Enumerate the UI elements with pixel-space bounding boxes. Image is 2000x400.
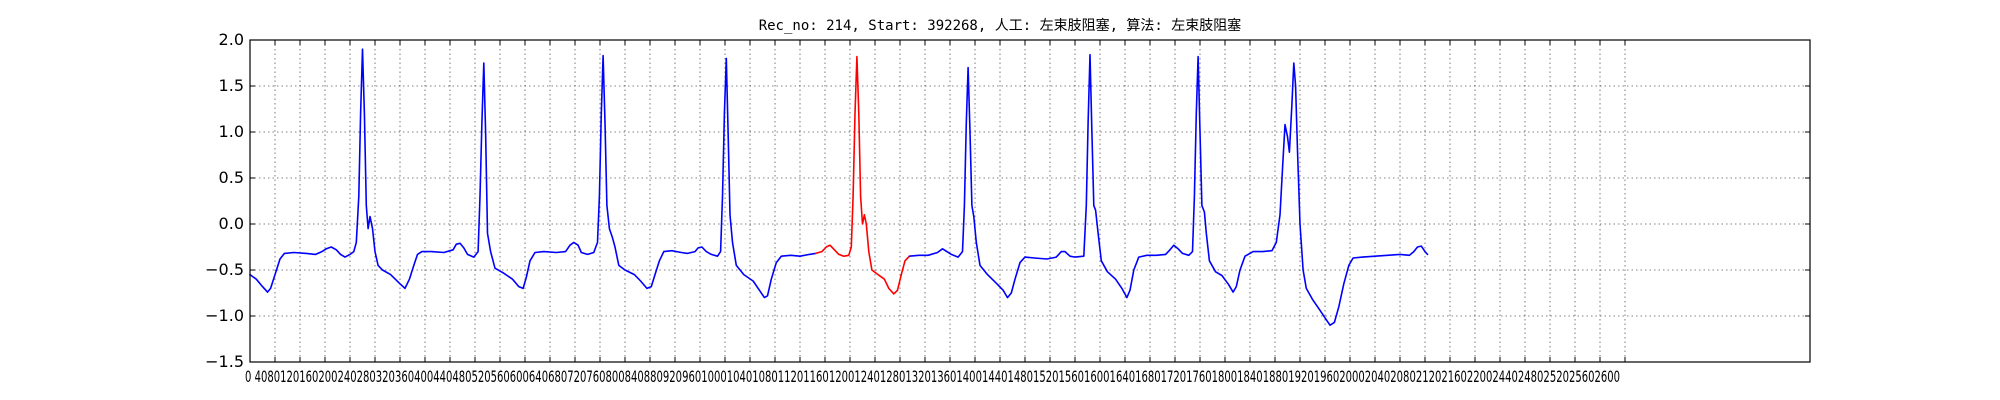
plot-frame: [249, 39, 1811, 363]
y-tick-label: 0.0: [219, 214, 244, 233]
y-tick-label: 2.0: [219, 30, 244, 49]
y-tick-label: −0.5: [205, 260, 244, 279]
x-tick-labels: 0 40801201602002402803203604004404805205…: [245, 367, 1620, 386]
ecg-trace-line: [249, 48, 817, 299]
series-layer: [249, 48, 1429, 326]
x-axis: [249, 40, 1626, 362]
chart-title: Rec_no: 214, Start: 392268, 人工: 左束肢阻塞, 算…: [759, 17, 1242, 34]
ecg-trace-line: [908, 53, 1429, 326]
y-tick-label: 0.5: [219, 168, 244, 187]
y-tick-label: −1.5: [205, 352, 244, 371]
y-tick-label: −1.0: [205, 306, 244, 325]
y-tick-label: 1.5: [219, 76, 244, 95]
y-tick-label: 1.0: [219, 122, 244, 141]
ecg-trace-line: [814, 55, 911, 295]
y-axis: −1.5 −1.0 −0.5 0.0 0.5 1.0 1.5 2.0: [205, 30, 1810, 371]
